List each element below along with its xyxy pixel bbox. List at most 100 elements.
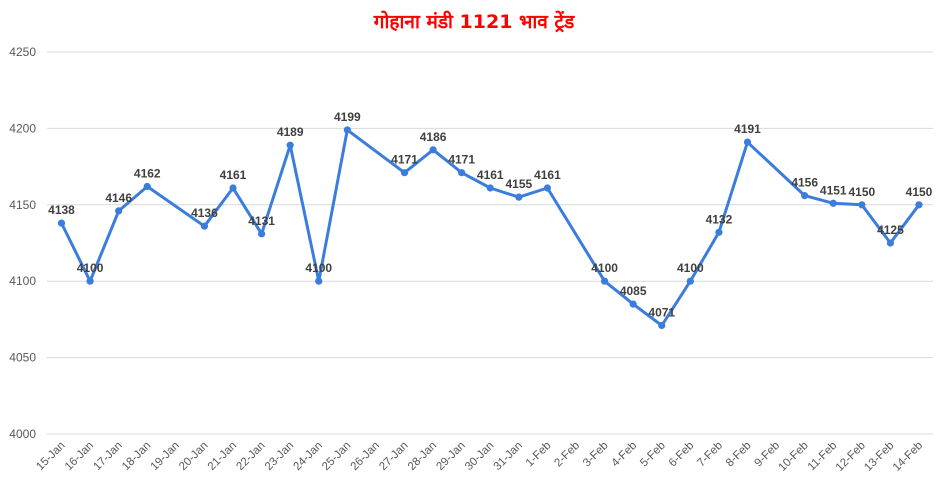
x-tick-label: 30-Jan [463, 440, 496, 473]
data-point [486, 184, 494, 192]
data-label: 4191 [734, 122, 761, 136]
data-label: 4162 [134, 166, 161, 180]
data-label: 4100 [677, 261, 704, 275]
x-tick-label: 14-Feb [891, 440, 925, 474]
x-tick-label: 25-Jan [320, 440, 353, 473]
data-point [886, 239, 895, 247]
series-line-path [60, 128, 921, 327]
data-point [286, 141, 294, 149]
x-tick-label: 24-Jan [292, 440, 325, 473]
x-tick-label: 27-Jan [377, 440, 410, 473]
data-point [429, 146, 437, 154]
y-tick-label: 4150 [9, 198, 36, 212]
x-tick-label: 23-Jan [263, 440, 296, 473]
x-tick-label: 6-Feb [667, 440, 697, 470]
data-label: 4100 [77, 261, 104, 275]
data-label: 4132 [706, 212, 733, 226]
data-label: 4146 [105, 191, 132, 205]
data-label: 4138 [48, 203, 75, 217]
data-label: 4100 [591, 261, 618, 275]
series-line [60, 128, 921, 327]
data-point [143, 182, 151, 191]
data-point [400, 169, 409, 177]
data-label: 4161 [220, 168, 247, 182]
x-tick-label: 26-Jan [349, 440, 382, 473]
x-tick-label: 28-Jan [406, 440, 439, 473]
data-point [801, 192, 809, 200]
data-point [858, 201, 866, 209]
data-label: 4155 [505, 177, 532, 191]
data-label: 4156 [791, 176, 818, 190]
data-point [915, 201, 923, 209]
y-tick-label: 4050 [9, 351, 36, 365]
data-point [600, 277, 609, 285]
x-tick-label: 21-Jan [206, 440, 239, 473]
data-point [229, 184, 237, 192]
data-label: 4136 [191, 206, 218, 220]
x-tick-label: 18-Jan [120, 440, 153, 473]
data-point [629, 300, 637, 308]
data-label: 4125 [877, 223, 904, 237]
data-label: 4131 [248, 214, 275, 228]
x-tick-label: 17-Jan [91, 440, 124, 473]
x-tick-label: 19-Jan [149, 440, 182, 473]
data-label: 4100 [305, 261, 332, 275]
data-point [515, 193, 523, 201]
data-label: 4189 [277, 125, 304, 139]
x-tick-label: 16-Jan [63, 440, 96, 473]
x-tick-label: 1-Feb [524, 440, 554, 470]
data-label: 4150 [848, 185, 875, 199]
data-label: 4085 [620, 284, 647, 298]
x-tick-label: 2-Feb [552, 440, 582, 470]
data-points [57, 126, 923, 330]
data-point [543, 184, 552, 192]
data-label: 4161 [477, 168, 504, 182]
data-point [57, 219, 66, 227]
data-label: 4199 [334, 110, 361, 124]
data-label: 4186 [420, 130, 447, 144]
x-tick-label: 15-Jan [34, 440, 67, 473]
x-tick-label: 29-Jan [434, 440, 467, 473]
data-point [715, 228, 723, 236]
y-tick-label: 4000 [9, 427, 36, 441]
data-point [458, 169, 466, 177]
data-point [115, 207, 123, 215]
data-label: 4151 [820, 183, 847, 197]
data-point [200, 222, 209, 230]
x-tick-label: 20-Jan [177, 440, 210, 473]
gridlines [47, 51, 933, 435]
x-axis: 15-Jan16-Jan17-Jan18-Jan19-Jan20-Jan21-J… [34, 440, 925, 474]
data-point [686, 277, 694, 285]
y-tick-label: 4200 [9, 121, 36, 135]
x-tick-label: 31-Jan [492, 440, 525, 473]
data-label: 4161 [534, 168, 561, 182]
data-point [257, 230, 266, 238]
x-tick-label: 13-Feb [862, 440, 896, 474]
x-tick-label: 12-Feb [834, 440, 868, 474]
data-point [658, 321, 666, 330]
x-tick-label: 7-Feb [695, 440, 725, 470]
y-tick-label: 4100 [9, 274, 36, 288]
x-tick-label: 8-Feb [724, 440, 754, 470]
data-point [829, 199, 837, 207]
data-point [743, 138, 752, 146]
y-tick-label: 4250 [9, 45, 36, 59]
y-axis: 4000 4050 4100 4150 4200 4250 [9, 45, 36, 441]
data-label: 4171 [448, 153, 475, 167]
data-point [343, 126, 351, 134]
x-tick-label: 22-Jan [234, 440, 267, 473]
x-tick-label: 11-Feb [806, 440, 840, 474]
data-label: 4071 [648, 306, 675, 320]
data-label: 4171 [391, 153, 418, 167]
data-point [86, 277, 94, 285]
data-label: 4150 [906, 185, 933, 199]
data-point [315, 277, 323, 285]
chart-title: गोहाना मंडी 1121 भाव ट्रेंड [373, 11, 575, 33]
x-tick-label: 10-Feb [777, 440, 811, 474]
x-tick-label: 4-Feb [610, 440, 640, 470]
x-tick-label: 3-Feb [581, 440, 611, 470]
x-tick-label: 5-Feb [638, 440, 668, 470]
